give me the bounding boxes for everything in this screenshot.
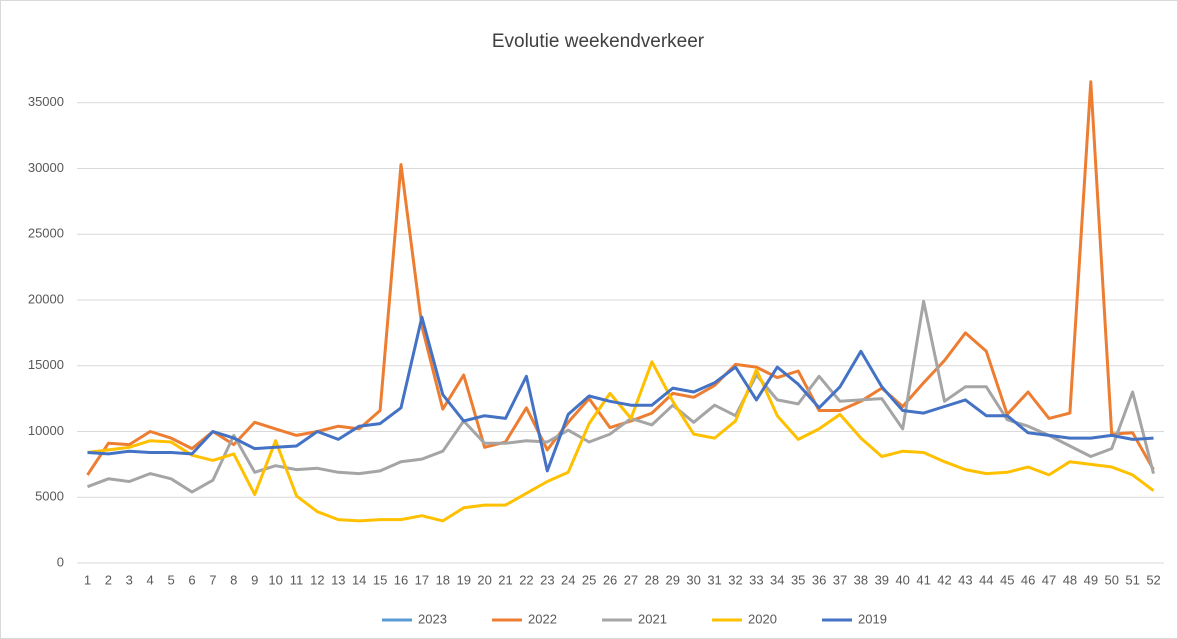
x-tick-label: 1 [84, 572, 91, 587]
x-tick-label: 40 [895, 572, 909, 587]
x-tick-label: 9 [251, 572, 258, 587]
x-tick-label: 28 [645, 572, 659, 587]
x-tick-label: 16 [394, 572, 408, 587]
x-tick-label: 12 [310, 572, 324, 587]
x-tick-label: 42 [937, 572, 951, 587]
y-tick-label: 20000 [28, 291, 64, 306]
x-tick-label: 6 [188, 572, 195, 587]
x-tick-label: 50 [1105, 572, 1119, 587]
x-tick-label: 4 [147, 572, 154, 587]
x-tick-label: 23 [540, 572, 554, 587]
x-tick-label: 10 [268, 572, 282, 587]
legend-label: 2019 [858, 611, 887, 626]
x-tick-label: 29 [666, 572, 680, 587]
x-tick-label: 31 [707, 572, 721, 587]
x-tick-label: 52 [1146, 572, 1160, 587]
legend-label: 2022 [528, 611, 557, 626]
x-tick-label: 17 [415, 572, 429, 587]
x-tick-label: 41 [916, 572, 930, 587]
y-tick-label: 25000 [28, 226, 64, 241]
x-tick-label: 19 [456, 572, 470, 587]
x-tick-label: 43 [958, 572, 972, 587]
x-tick-label: 20 [477, 572, 491, 587]
x-tick-label: 14 [352, 572, 366, 587]
x-tick-label: 26 [603, 572, 617, 587]
x-tick-label: 47 [1042, 572, 1056, 587]
x-tick-label: 39 [875, 572, 889, 587]
x-tick-label: 24 [561, 572, 575, 587]
legend-label: 2020 [748, 611, 777, 626]
y-tick-label: 0 [57, 554, 64, 569]
x-tick-label: 22 [519, 572, 533, 587]
x-tick-label: 25 [582, 572, 596, 587]
x-tick-label: 5 [167, 572, 174, 587]
x-tick-label: 30 [686, 572, 700, 587]
y-tick-label: 30000 [28, 160, 64, 175]
chart-title: Evolutie weekendverkeer [492, 31, 705, 52]
series-line [86, 80, 1155, 476]
x-tick-label: 3 [126, 572, 133, 587]
x-tick-label: 45 [1000, 572, 1014, 587]
x-tick-label: 33 [749, 572, 763, 587]
legend-label: 2021 [638, 611, 667, 626]
series-line [87, 360, 1155, 523]
x-tick-label: 38 [854, 572, 868, 587]
x-tick-label: 51 [1125, 572, 1139, 587]
x-tick-label: 2 [105, 572, 112, 587]
x-tick-label: 15 [373, 572, 387, 587]
y-tick-label: 35000 [28, 94, 64, 109]
x-tick-label: 11 [290, 572, 304, 587]
x-tick-label: 44 [979, 572, 993, 587]
x-tick-label: 13 [331, 572, 345, 587]
x-tick-label: 8 [230, 572, 237, 587]
x-tick-label: 37 [833, 572, 847, 587]
x-tick-label: 49 [1084, 572, 1098, 587]
x-tick-label: 36 [812, 572, 826, 587]
x-tick-label: 46 [1021, 572, 1035, 587]
series-line [87, 315, 1154, 473]
y-tick-label: 10000 [28, 423, 64, 438]
legend-label: 2023 [418, 611, 447, 626]
x-tick-label: 48 [1063, 572, 1077, 587]
x-tick-label: 32 [728, 572, 742, 587]
x-tick-label: 35 [791, 572, 805, 587]
y-tick-label: 5000 [35, 489, 64, 504]
x-tick-label: 18 [436, 572, 450, 587]
x-tick-label: 7 [209, 572, 216, 587]
x-tick-label: 34 [770, 572, 784, 587]
x-tick-label: 27 [624, 572, 638, 587]
y-tick-label: 15000 [28, 357, 64, 372]
x-tick-label: 21 [498, 572, 512, 587]
